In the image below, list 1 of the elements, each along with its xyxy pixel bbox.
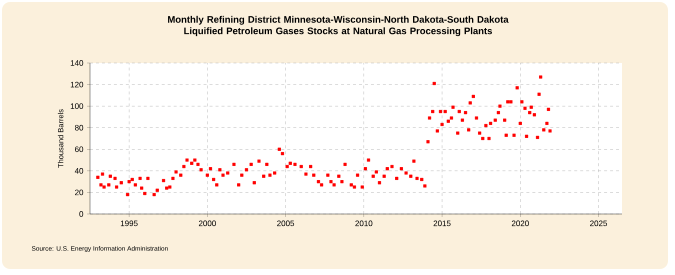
chart-title: Monthly Refining District Minnesota-Wisconsin-North Dakota-South Dakota Liquified Petroleum Gases Stocks at Natural Gas Processing Plants (168, 16, 509, 36)
